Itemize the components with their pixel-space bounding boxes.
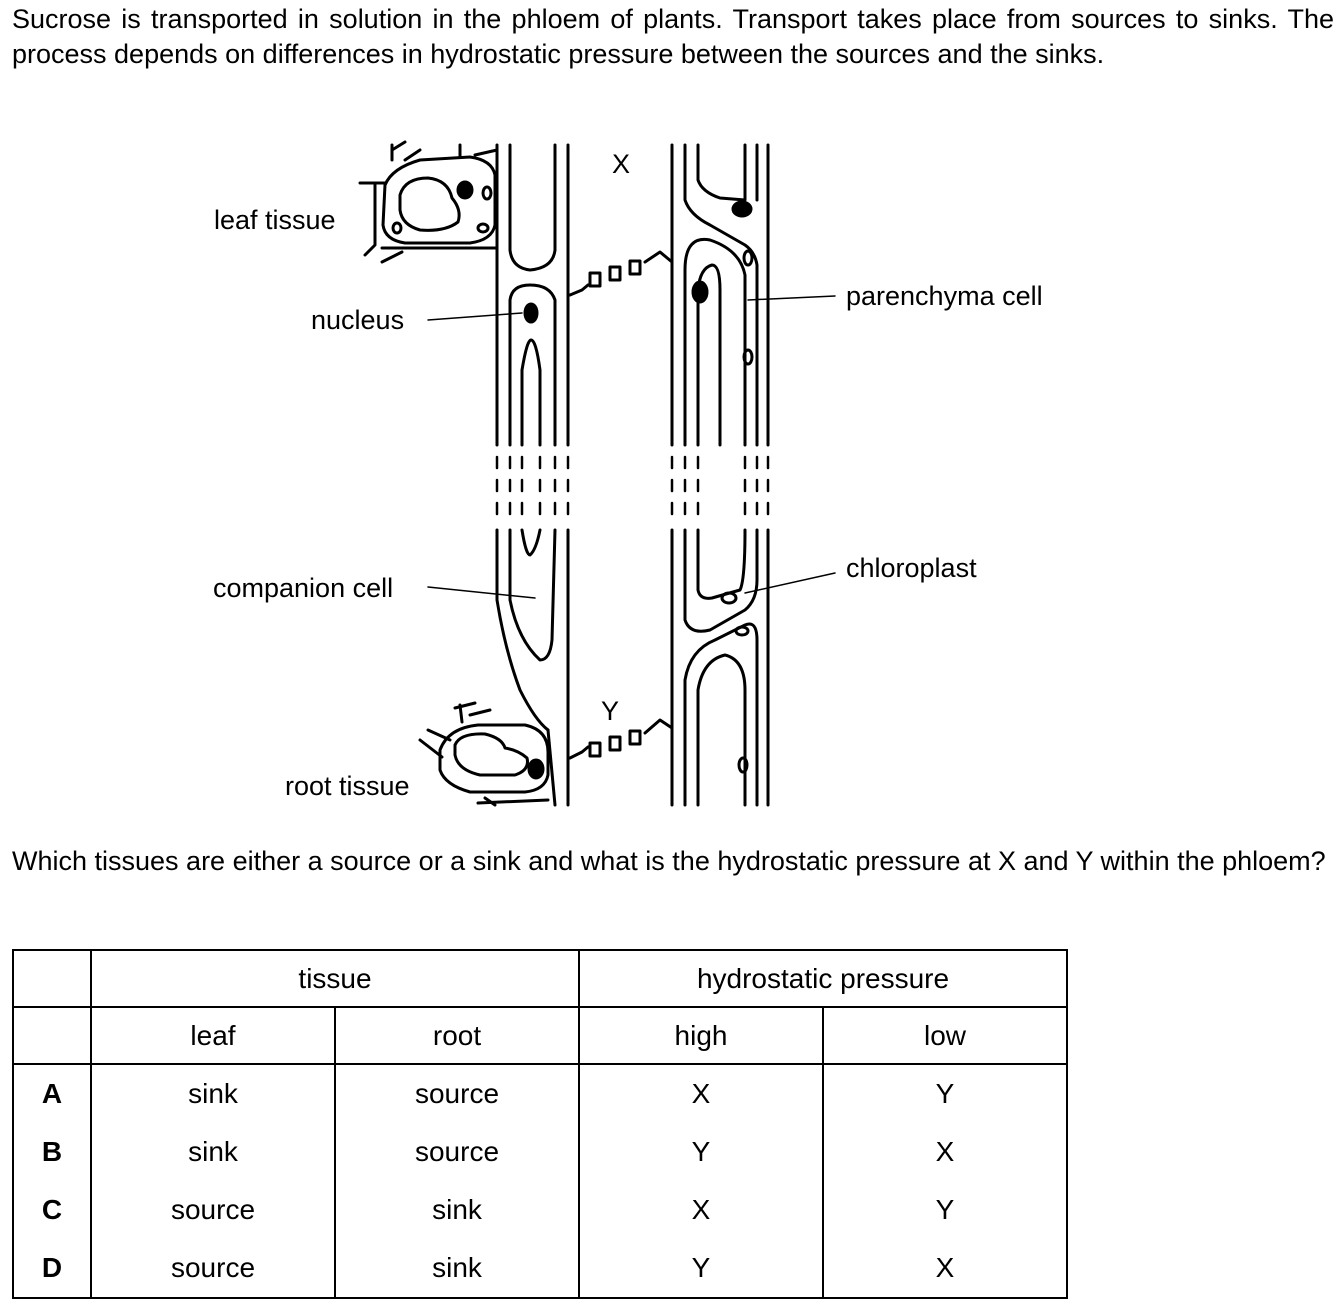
cell-low: Y: [821, 1063, 1069, 1123]
table-group-header-row: tissue hydrostatic pressure: [12, 949, 1069, 1008]
option-letter: D: [12, 1239, 92, 1299]
cell-root: sink: [334, 1181, 580, 1239]
label-chloroplast: chloroplast: [846, 553, 977, 583]
cell-leaf: sink: [90, 1063, 336, 1123]
cell-root: source: [334, 1123, 580, 1181]
leader-lines: [427, 295, 836, 599]
table-column-header-row: leaf root high low: [12, 1006, 1069, 1065]
header-low: low: [821, 1006, 1069, 1065]
cell-leaf: source: [90, 1239, 336, 1299]
table-corner-cell: [12, 949, 92, 1008]
label-nucleus: nucleus: [311, 305, 404, 335]
header-high: high: [578, 1006, 824, 1065]
cell-root: sink: [334, 1239, 580, 1299]
header-leaf: leaf: [90, 1006, 336, 1065]
option-letter: B: [12, 1123, 92, 1181]
parenchyma-column: [670, 143, 770, 807]
cell-low: X: [821, 1123, 1069, 1181]
cell-low: X: [821, 1239, 1069, 1299]
table-row: A sink source X Y: [12, 1063, 1069, 1123]
cell-root: source: [334, 1063, 580, 1123]
cell-leaf: sink: [90, 1123, 336, 1181]
label-y: Y: [601, 696, 619, 726]
table-row: B sink source Y X: [12, 1123, 1069, 1181]
leaf-tissue-cells: [358, 140, 499, 264]
cell-leaf: source: [90, 1181, 336, 1239]
header-tissue: tissue: [90, 949, 580, 1008]
label-leaf-tissue: leaf tissue: [214, 205, 336, 235]
question-paragraph: Which tissues are either a source or a s…: [12, 846, 1326, 876]
answer-table: tissue hydrostatic pressure leaf root hi…: [12, 949, 1069, 1299]
table-row: D source sink Y X: [12, 1239, 1069, 1299]
label-companion-cell: companion cell: [213, 573, 393, 603]
intro-paragraph: Sucrose is transported in solution in th…: [12, 4, 1334, 69]
cell-high: Y: [578, 1123, 824, 1181]
gap-markings: [495, 455, 770, 516]
sieve-tube: [495, 143, 570, 807]
option-letter: C: [12, 1181, 92, 1239]
label-parenchyma-cell: parenchyma cell: [846, 281, 1043, 311]
header-hydrostatic-pressure: hydrostatic pressure: [577, 949, 1069, 1008]
phloem-diagram: leaf tissue nucleus companion cell root …: [213, 140, 1043, 807]
header-root: root: [334, 1006, 580, 1065]
plasmodesmata-bottom: [568, 718, 674, 760]
cell-low: Y: [821, 1181, 1069, 1239]
label-x: X: [612, 149, 630, 179]
root-tissue-cells: [418, 701, 550, 807]
table-corner-cell: [12, 1006, 92, 1065]
cell-high: Y: [578, 1239, 824, 1299]
plasmodesmata-top: [568, 250, 674, 297]
cell-high: X: [578, 1063, 824, 1123]
label-root-tissue: root tissue: [285, 771, 410, 801]
option-letter: A: [12, 1063, 92, 1123]
cell-high: X: [578, 1181, 824, 1239]
table-row: C source sink X Y: [12, 1181, 1069, 1239]
